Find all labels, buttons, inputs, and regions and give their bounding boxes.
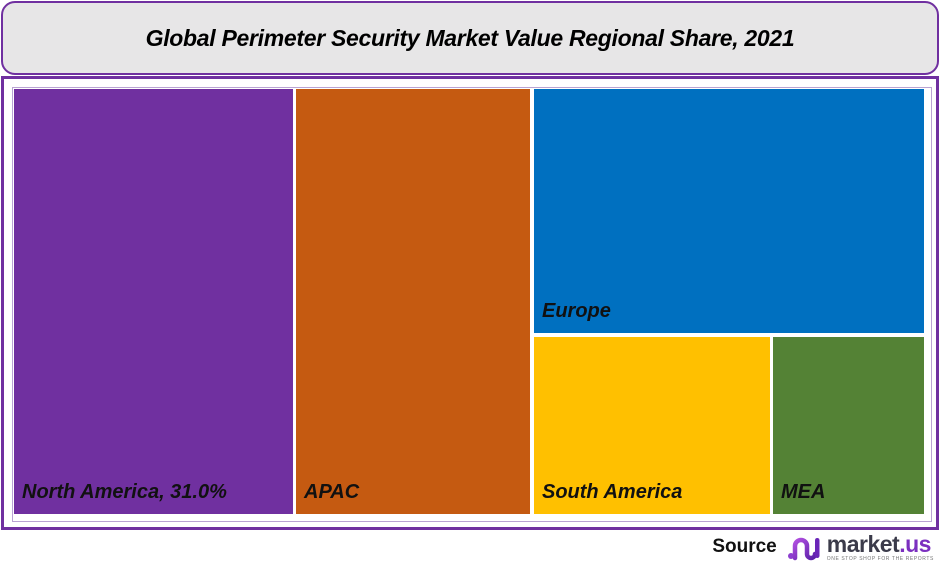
tile-label-europe: Europe xyxy=(542,300,611,322)
market-us-logo-icon xyxy=(787,537,820,561)
tile-label-south-america: South America xyxy=(542,481,683,503)
source-label: Source xyxy=(712,536,777,557)
treemap-area: North America, 31.0% APAC Europe South A… xyxy=(12,87,932,522)
tile-europe: Europe xyxy=(534,89,924,333)
source-attribution: Source market.us ONE STOP SHOP FOR THE R… xyxy=(712,531,934,563)
logo-name: market.us xyxy=(826,530,932,557)
chart-title: Global Perimeter Security Market Value R… xyxy=(145,24,795,51)
tile-label-north-america: North America, 31.0% xyxy=(22,481,227,503)
tile-apac: APAC xyxy=(296,89,530,514)
tile-label-mea: MEA xyxy=(781,481,826,503)
logo-tagline: ONE STOP SHOP FOR THE REPORTS xyxy=(826,555,934,562)
market-us-logo: market.us ONE STOP SHOP FOR THE REPORTS xyxy=(787,532,934,562)
chart-title-box: Global Perimeter Security Market Value R… xyxy=(1,1,939,75)
chart-frame: North America, 31.0% APAC Europe South A… xyxy=(1,76,939,530)
tile-north-america: North America, 31.0% xyxy=(14,89,293,514)
tile-south-america: South America xyxy=(534,337,770,514)
tile-mea: MEA xyxy=(773,337,924,514)
tile-label-apac: APAC xyxy=(304,481,360,503)
